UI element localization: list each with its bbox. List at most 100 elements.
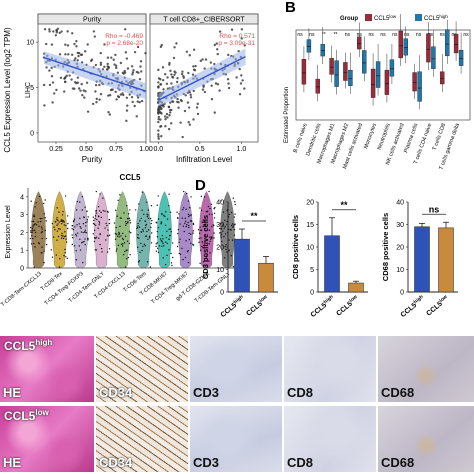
scatter-point xyxy=(50,74,54,78)
violin-point xyxy=(76,200,79,203)
scatter-point xyxy=(73,87,76,90)
scatter-ylabel: CCL5 Expression Level (log2 TPM) xyxy=(3,27,12,153)
violin-point xyxy=(172,242,174,244)
violin-point xyxy=(122,243,124,245)
histology-tile-label: HE xyxy=(3,385,22,400)
violin-point xyxy=(228,213,230,216)
scatter-point xyxy=(83,50,87,53)
violin-point xyxy=(232,225,234,227)
scatter-point xyxy=(175,42,178,45)
scatter-point xyxy=(108,94,112,97)
violin-point xyxy=(183,190,185,193)
violin-point xyxy=(220,235,222,237)
scatter-point xyxy=(163,72,167,76)
violin-point xyxy=(116,235,119,238)
violin-point xyxy=(127,213,130,215)
bar-rect xyxy=(414,226,430,293)
box-rect xyxy=(412,72,417,92)
violin-point xyxy=(43,250,45,252)
violin-point xyxy=(94,217,96,220)
scatter-xlabel: Infiltration Level xyxy=(176,155,232,164)
violin-point xyxy=(59,257,61,260)
violin-point xyxy=(30,230,32,232)
violin-point xyxy=(158,245,161,247)
scatter-point xyxy=(89,59,93,63)
violin-point xyxy=(62,221,64,223)
scatter-point xyxy=(199,59,203,63)
violin-point xyxy=(144,227,147,229)
histology-group-label: CCL5low xyxy=(4,408,49,423)
scatter-point xyxy=(192,65,195,68)
violin-point xyxy=(56,230,59,232)
scatter-point xyxy=(115,98,118,101)
scatter-point xyxy=(68,74,71,77)
scatter-point xyxy=(157,120,160,124)
violin-point xyxy=(106,210,109,213)
violin-point xyxy=(45,220,47,222)
violin-point xyxy=(190,219,192,222)
box-rect xyxy=(426,33,431,63)
scatter-point xyxy=(106,56,110,59)
scatter-point xyxy=(136,100,139,103)
bar-ytick-label: 40 xyxy=(216,200,224,207)
scatter-point xyxy=(82,89,85,92)
violin-point xyxy=(198,237,200,240)
scatter-point xyxy=(185,50,189,53)
scatter-point xyxy=(238,93,242,96)
scatter-point xyxy=(201,88,205,91)
violin-point xyxy=(41,246,43,248)
scatter-panel-title: T cell CD8+_CIBERSORT xyxy=(163,17,245,24)
scatter-point xyxy=(168,114,171,117)
box-rect xyxy=(329,58,334,75)
violin-point xyxy=(98,237,100,239)
scatter-row-label: LIHC xyxy=(25,82,32,98)
violin-point xyxy=(125,222,128,225)
histology-tile: CD34 xyxy=(96,406,188,472)
violin-point xyxy=(87,239,89,241)
violin-point xyxy=(210,238,212,240)
scatter-point xyxy=(235,76,238,79)
bar-ylabel: CD68 positive cells xyxy=(381,213,390,281)
bar-sig-label: ns xyxy=(429,204,440,214)
violin-point xyxy=(231,223,234,225)
histology-tile-label: CD68 xyxy=(381,385,415,400)
violin-point xyxy=(114,232,117,235)
violin-point xyxy=(29,226,32,229)
scatter-point xyxy=(63,77,66,80)
violin-point xyxy=(29,237,32,240)
violin-point xyxy=(92,216,95,218)
violin-point xyxy=(86,210,88,213)
scatter-point xyxy=(159,125,162,128)
box-rect xyxy=(334,60,339,87)
violin-point xyxy=(169,211,172,213)
bar-sig-label: ** xyxy=(340,200,348,210)
violin-point xyxy=(192,223,195,226)
violin-point xyxy=(86,221,88,223)
violin-point xyxy=(57,219,59,222)
violin-point xyxy=(226,220,228,223)
scatter-point xyxy=(71,32,74,35)
violin-shape xyxy=(73,191,88,269)
box-category-label: Monocytes xyxy=(363,122,378,149)
box-legend-title: Group xyxy=(340,16,358,22)
violin-point xyxy=(162,238,164,240)
scatter-point xyxy=(213,43,217,47)
violin-point xyxy=(137,246,139,249)
violin-point xyxy=(35,202,37,204)
scatter-point xyxy=(43,28,47,31)
scatter-point xyxy=(107,94,110,97)
violin-point xyxy=(33,242,35,245)
violin-point xyxy=(169,228,172,230)
violin-point xyxy=(204,220,206,223)
scatter-ytick-label: 10 xyxy=(26,40,34,47)
scatter-point xyxy=(196,112,200,116)
box-rect xyxy=(417,71,422,102)
violin-point xyxy=(188,215,190,218)
scatter-point xyxy=(175,80,179,84)
violin-point xyxy=(117,244,120,247)
violin-point xyxy=(202,246,204,249)
violin-point xyxy=(164,215,166,218)
violin-point xyxy=(61,220,63,222)
violin-point xyxy=(71,237,74,239)
scatter-point xyxy=(50,66,53,70)
